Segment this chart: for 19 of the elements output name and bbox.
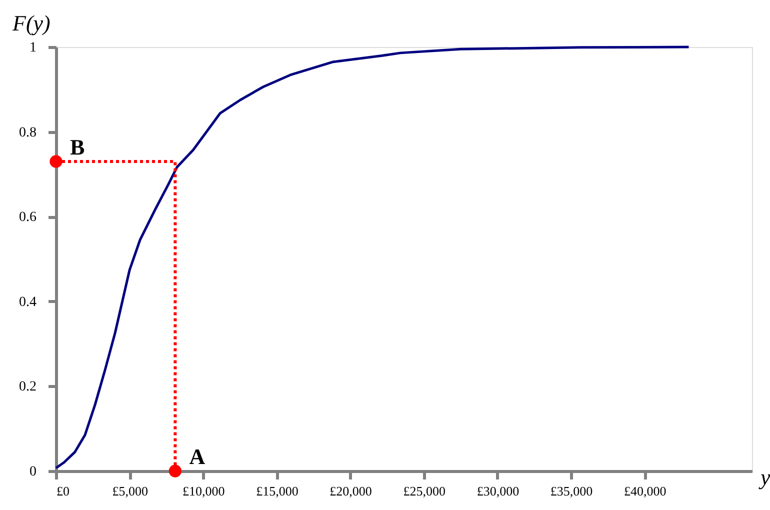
x-tick-label: £10,000 [182,484,225,498]
x-tick-label: £15,000 [256,484,298,498]
y-tick-label: 0.4 [19,294,36,310]
x-axis-title: y [758,464,770,490]
y-tick-label: 1 [30,40,36,56]
y-tick-label: 0.2 [19,380,36,395]
y-axis-title: F(y) [12,10,50,36]
y-tick-label: 0.6 [19,210,36,226]
y-tick-label: 0 [30,464,36,480]
x-tick-label: £20,000 [330,484,372,498]
x-tick-label: £30,000 [476,484,520,498]
annotation: B [70,134,85,160]
x-tick-label: £40,000 [624,484,666,498]
x-tick-label: £5,000 [112,484,148,498]
annotation: A [189,444,206,469]
x-tick-label: £35,000 [550,484,593,498]
x-tick-label: £25,000 [403,484,446,498]
y-tick-label: 0.8 [19,125,36,140]
x-tick-label: £0 [56,484,70,498]
